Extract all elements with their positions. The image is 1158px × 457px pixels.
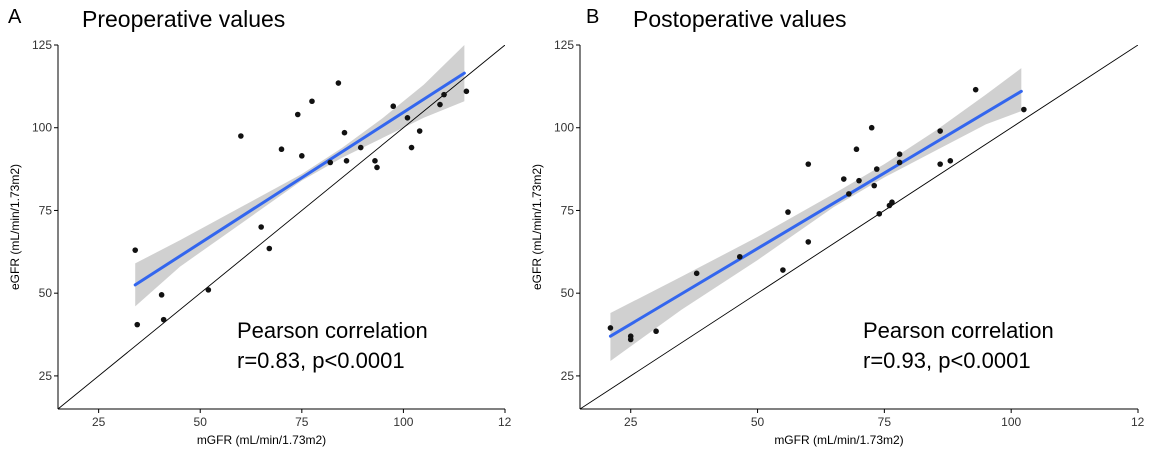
data-point (846, 191, 852, 197)
data-point (278, 146, 285, 153)
data-point (937, 128, 943, 134)
x-tick-label: 12 (498, 415, 512, 429)
annotation-line1: Pearson correlation (237, 318, 428, 343)
y-tick-label: 50 (39, 286, 53, 300)
y-axis-label: eGFR (mL/min/1.73m2) (8, 164, 22, 290)
data-point (238, 133, 244, 139)
data-point (653, 328, 659, 335)
y-tick-label: 50 (561, 286, 575, 300)
confidence-band (135, 45, 465, 307)
x-tick-label: 75 (295, 415, 309, 429)
data-point (873, 166, 880, 172)
y-tick-label: 100 (32, 121, 52, 135)
data-point (437, 101, 443, 108)
panel-title: Preoperative values (82, 6, 286, 32)
data-point (372, 158, 378, 164)
data-point (205, 287, 212, 293)
data-point (693, 270, 700, 277)
y-tick-label: 75 (39, 203, 53, 217)
data-point (1021, 106, 1027, 113)
x-axis-label: mGFR (mL/min/1.73m2) (197, 433, 326, 447)
plot-area (580, 45, 1138, 409)
x-tick-label: 12 (1131, 415, 1145, 429)
y-tick-label: 25 (561, 369, 575, 383)
x-tick-label: 50 (751, 415, 765, 429)
y-tick-label: 100 (554, 121, 574, 135)
identity-line (58, 45, 505, 409)
x-tick-label: 25 (92, 415, 106, 429)
data-point (408, 144, 415, 151)
correlation-annotation: Pearson correlation r=0.93, p<0.0001 (863, 316, 1054, 376)
data-point (840, 176, 847, 182)
correlation-annotation: Pearson correlation r=0.83, p<0.0001 (237, 316, 428, 376)
data-point (947, 158, 954, 164)
data-point (327, 159, 334, 166)
panel-title: Postoperative values (633, 6, 847, 32)
data-point (132, 247, 139, 253)
data-point (896, 151, 903, 157)
data-point (876, 210, 883, 217)
data-point (266, 245, 273, 252)
identity-line (580, 45, 1138, 409)
data-point (937, 161, 943, 167)
plot-area (58, 45, 505, 409)
data-point (627, 336, 634, 343)
data-point (258, 224, 264, 230)
data-point (972, 86, 979, 93)
y-tick-label: 125 (32, 38, 52, 52)
data-point (868, 124, 875, 131)
data-point (357, 144, 364, 151)
data-point (853, 146, 860, 153)
data-point (158, 292, 165, 298)
data-point (309, 98, 315, 105)
panel-b: B Postoperative values 25 50 75 100 125 25 50 7… (530, 0, 1158, 457)
panel-letter: B (586, 6, 600, 28)
data-point (341, 129, 348, 136)
x-axis-label: mGFR (mL/min/1.73m2) (774, 433, 903, 447)
y-tick-label: 125 (554, 38, 574, 52)
x-tick-label: 50 (194, 415, 208, 429)
data-point (889, 199, 895, 205)
data-point (463, 88, 470, 95)
data-point (416, 128, 423, 134)
data-point (160, 316, 167, 323)
y-tick-label: 25 (39, 369, 53, 383)
data-point (780, 267, 786, 273)
x-tick-label: 100 (1001, 415, 1021, 429)
data-point (785, 209, 791, 215)
data-point (374, 164, 380, 171)
panel-letter: A (8, 6, 22, 28)
data-point (896, 159, 903, 166)
data-point (134, 321, 141, 328)
panel-a: A Preoperative values 25 50 75 100 125 25 50 75… (8, 6, 512, 447)
x-tick-label: 25 (624, 415, 638, 429)
scatter-chart-preoperative: 25 50 75 100 125 25 50 75 100 12 mGFR (mL/min/1.73… (8, 38, 512, 447)
annotation-line2: r=0.93, p<0.0001 (863, 348, 1031, 373)
data-point (343, 158, 350, 164)
x-tick-label: 100 (393, 415, 413, 429)
y-tick-label: 75 (561, 203, 575, 217)
x-tick-label: 75 (878, 415, 892, 429)
data-point (299, 153, 305, 159)
data-point (805, 161, 812, 167)
data-point (736, 253, 743, 260)
annotation-line1: Pearson correlation (863, 318, 1054, 343)
scatter-chart-postoperative: 25 50 75 100 125 25 50 75 100 12 mGFR (mL/min/1.73… (530, 38, 1145, 447)
data-point (390, 103, 397, 110)
regression-line (608, 89, 1023, 338)
data-point (441, 91, 447, 98)
y-axis-label: eGFR (mL/min/1.73m2) (530, 164, 544, 290)
data-point (805, 239, 812, 245)
data-point (294, 111, 301, 118)
regression-line (133, 71, 466, 287)
data-point (607, 325, 614, 331)
data-point (335, 80, 342, 86)
annotation-line2: r=0.83, p<0.0001 (237, 348, 405, 373)
data-point (856, 177, 862, 184)
data-point (871, 182, 878, 189)
data-point (404, 115, 411, 121)
